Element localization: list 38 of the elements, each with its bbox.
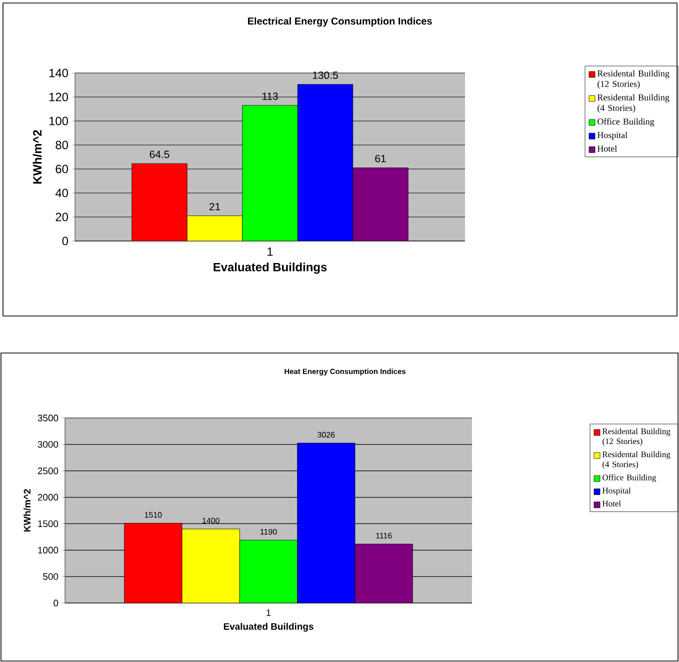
y-tick-label: 3500 — [38, 414, 58, 422]
data-label: 130.5 — [312, 71, 338, 79]
legend-label: Hospital — [597, 132, 628, 140]
y-tick-label: 140 — [49, 68, 68, 78]
x-tick-label: 1 — [266, 610, 271, 616]
y-tick-label: 100 — [49, 116, 68, 126]
legend-label: Residental Building (4 Stories) — [602, 451, 670, 469]
legend-label: Residental Building (12 Stories) — [597, 70, 670, 89]
legend-label: Hotel — [602, 500, 621, 506]
legend-label: Hospital — [602, 487, 631, 496]
y-tick-label: 2500 — [38, 468, 58, 474]
y-tick-label: 20 — [56, 212, 68, 222]
y-tick-label: 80 — [56, 140, 68, 150]
data-label: 61 — [375, 154, 386, 162]
chart-title: Electrical Energy Consumption Indices — [248, 17, 432, 27]
x-tick-label: 1 — [268, 248, 273, 256]
x-axis-title: Evaluated Buildings — [224, 622, 314, 632]
legend-label: Hotel — [597, 145, 617, 152]
y-tick-label: 1000 — [38, 546, 58, 554]
x-axis-title: Evaluated Buildings — [214, 262, 327, 274]
legend-label: Residental Building (12 Stories) — [602, 428, 670, 446]
y-tick-label: 0 — [54, 600, 58, 606]
legend-label: Office Building — [598, 118, 654, 126]
y-tick-label: 40 — [55, 188, 68, 198]
data-label: 64.5 — [150, 150, 170, 158]
y-tick-label: 3000 — [38, 441, 58, 448]
y-axis-title: KWh/m^2 — [24, 489, 31, 532]
data-label: 21 — [209, 202, 220, 210]
legend-label: Office Building — [602, 474, 656, 482]
y-tick-label: 500 — [43, 573, 58, 580]
data-label: 113 — [262, 92, 278, 100]
y-tick-label: 0 — [62, 236, 68, 246]
y-tick-label: 120 — [49, 92, 68, 102]
legend-label: Residental Building (4 Stories) — [597, 94, 670, 113]
y-tick-label: 1500 — [38, 520, 58, 528]
y-tick-label: 2000 — [38, 494, 58, 501]
y-tick-label: 60 — [56, 164, 68, 174]
y-axis-title: KWh/m^2 — [32, 130, 42, 184]
